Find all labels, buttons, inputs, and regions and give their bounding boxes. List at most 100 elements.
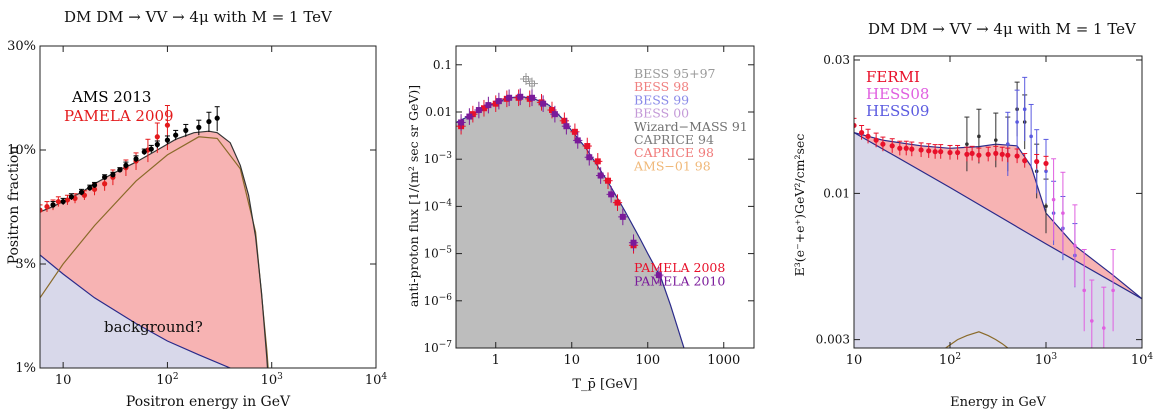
chart-3-hess09-point-3 <box>1029 134 1033 139</box>
chart-3-other-point-0 <box>965 142 969 146</box>
chart-3-fermi-point-4 <box>880 141 886 147</box>
chart-3-fermi-point-9 <box>918 147 924 153</box>
chart-1-xtick-label-3: 104 <box>365 372 388 388</box>
chart-3-fermi-point-0 <box>854 122 857 129</box>
chart-3-plot-frame <box>853 55 1143 349</box>
chart-3-other-point-2 <box>994 138 998 142</box>
chart-3-legend-1: HESS08 <box>866 85 929 103</box>
chart-3-hess08-point-0 <box>1051 197 1056 202</box>
chart-2-plot-frame <box>455 45 755 349</box>
chart-2-pamela10-point-15 <box>619 213 626 220</box>
chart-2-pamela08-point-2 <box>480 105 487 112</box>
chart-1-ams-point-18 <box>206 118 212 125</box>
chart-3-other-point-1 <box>977 134 981 139</box>
chart-3-fermi-point-12 <box>938 149 944 155</box>
chart-2-pamela10-point-3 <box>485 102 492 109</box>
chart-3-fermi-point-20 <box>999 151 1005 157</box>
chart-2-pamela10-point-11 <box>574 137 581 144</box>
chart-2-pamela10-point-2 <box>475 107 482 114</box>
chart-1-background-line <box>40 254 232 368</box>
chart-3-fermi-point-21 <box>1005 152 1011 158</box>
chart-3-hess08-point-6 <box>1111 288 1115 293</box>
chart-2-legend-6: CAPRICE 98 <box>634 145 714 160</box>
chart-3-fermi-point-16 <box>969 150 975 157</box>
chart-2-pamela10-point-5 <box>506 94 513 101</box>
chart-3-fermi-point-10 <box>926 148 932 154</box>
chart-3-hess08-point-4 <box>1090 319 1094 323</box>
chart-1-pamela-point-3 <box>55 198 61 205</box>
chart-1-xtick-label-1: 102 <box>156 372 178 388</box>
chart-2-pamela10-point-17 <box>655 272 662 279</box>
chart-2-pamela10-point-9 <box>551 111 558 118</box>
chart-1-ams-point-8 <box>117 167 123 173</box>
chart-2-legend-8: PAMELA 2008 <box>634 260 725 275</box>
chart-1-xtick-label-0: 10 <box>55 373 72 388</box>
chart-3-fermi-point-5 <box>889 143 895 149</box>
chart-2-pamela10-point-4 <box>495 98 502 105</box>
chart-2-ytick-label-4: 10−3 <box>423 151 452 166</box>
chart-1-annotation: background? <box>104 318 203 336</box>
chart-3-ytick-label-2: 0.03 <box>823 53 850 67</box>
chart-1-ams-point-9 <box>123 162 129 168</box>
chart-3-title: DM DM → VV → 4μ with M = 1 TeV <box>868 20 1136 38</box>
chart-3-other-point-7 <box>1044 204 1048 208</box>
chart-3-hess09-point-0 <box>1005 142 1010 146</box>
chart-2-pamela10-point-10 <box>563 123 570 130</box>
chart-2-pamela10-point-8 <box>540 100 547 107</box>
chart-2-pamela10-point-12 <box>586 154 593 161</box>
chart-1-pamela-point-7 <box>91 186 98 192</box>
chart-3-fermi-point-25 <box>1043 160 1049 167</box>
chart-1-pamela-point-13 <box>154 134 160 140</box>
chart-1-ylabel: Positron fraction <box>6 146 22 265</box>
chart-1-ytick-label-3: 30% <box>7 39 36 54</box>
chart-1-ams-point-6 <box>102 174 108 180</box>
chart-2-pamela08-point-9 <box>561 117 568 124</box>
chart-1-ams-point-3 <box>78 189 85 195</box>
chart-2-bess-point-0 <box>522 75 529 82</box>
chart-2-pamela08-point-13 <box>605 177 612 184</box>
chart-1-ams-point-13 <box>154 141 160 148</box>
chart-2-xlabel: T_p̄ [GeV] <box>572 377 637 392</box>
chart-2-legend-1: BESS 98 <box>634 79 689 94</box>
chart-3-ytick-label-0: 0.003 <box>816 333 850 347</box>
chart-2-ytick-label-0: 10−7 <box>423 340 452 355</box>
chart-3-fermi-point-1 <box>859 129 865 136</box>
chart-3-fermi-point-6 <box>897 145 903 151</box>
chart-3-fermi-point-19 <box>993 150 999 157</box>
chart-2-pamela08-point-10 <box>571 128 578 135</box>
chart-1-pamela-point-1 <box>44 204 50 210</box>
chart-2-xtick-label-1: 10 <box>563 353 580 368</box>
chart-1-ams-point-17 <box>196 124 202 130</box>
chart-2-legend-5: CAPRICE 94 <box>634 132 714 147</box>
chart-2-legend-3: BESS 00 <box>634 106 689 121</box>
chart-1-pamela-point-0 <box>40 207 43 213</box>
chart-3-xtick-label-3: 104 <box>1131 352 1154 368</box>
chart-1-ams-point-4 <box>87 185 93 191</box>
chart-3-fermi-point-8 <box>909 146 915 152</box>
chart-2-ylabel: anti-proton flux [1/(m² sec sr GeV)] <box>406 85 421 307</box>
chart-2-legend-7: AMS−01 98 <box>633 158 711 173</box>
chart-3-fermi-point-15 <box>964 151 970 157</box>
chart-1-ams-point-1 <box>60 198 66 205</box>
chart-3-background-line <box>854 132 1142 300</box>
chart-3-hess09-point-5 <box>1044 169 1048 174</box>
chart-2-pamela10-point-16 <box>630 239 637 246</box>
chart-2-pamela10-point-1 <box>466 113 473 120</box>
chart-2-pamela08-point-8 <box>549 107 556 114</box>
chart-3-legend-2: HESS09 <box>866 102 929 120</box>
chart-3-fermi-point-13 <box>947 149 953 156</box>
chart-3-xtick-label-2: 103 <box>1035 352 1058 368</box>
chart-2-legend-0: BESS 95+97 <box>634 66 716 81</box>
chart-1-ams-point-7 <box>110 172 116 178</box>
chart-3-fermi-point-23 <box>1022 158 1028 164</box>
chart-3-xtick-label-1: 102 <box>939 352 961 368</box>
chart-3-ylabel: E³(e⁻+e⁺)GeV²/cm²sec <box>792 134 807 277</box>
chart-3-xtick-label-0: 10 <box>846 353 863 368</box>
chart-2-pamela08-point-11 <box>584 143 591 150</box>
chart-3-fermi-point-22 <box>1014 153 1020 159</box>
chart-3-fermi-point-18 <box>985 151 991 157</box>
chart-1-title: DM DM → VV → 4μ with M = 1 TeV <box>64 8 332 26</box>
chart-2-xtick-label-2: 100 <box>635 353 660 368</box>
chart-2-ytick-label-2: 10−5 <box>423 246 452 261</box>
chart-1-ams-point-14 <box>164 137 171 143</box>
